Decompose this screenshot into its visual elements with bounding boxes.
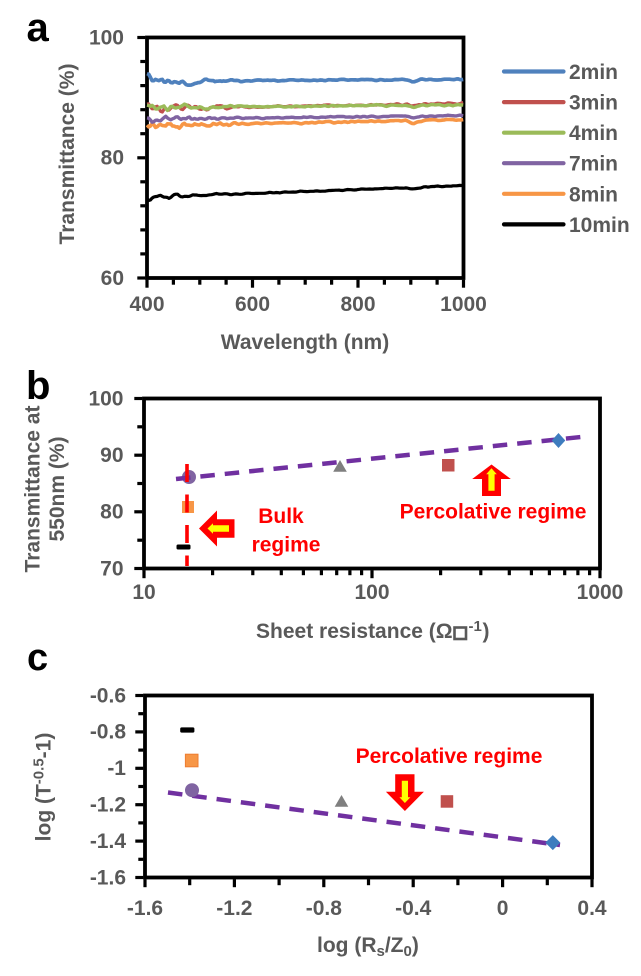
- svg-text:Wavelength (nm): Wavelength (nm): [221, 331, 389, 354]
- svg-text:60: 60: [101, 267, 124, 290]
- svg-text:100: 100: [89, 26, 124, 49]
- svg-text:-0.8: -0.8: [90, 721, 127, 744]
- svg-text:10min: 10min: [569, 214, 630, 237]
- svg-text:c: c: [27, 637, 48, 679]
- svg-text:90: 90: [100, 444, 123, 467]
- svg-text:100: 100: [88, 387, 123, 410]
- svg-text:-1: -1: [107, 757, 126, 780]
- svg-text:Sheet resistance (Ω: Sheet resistance (Ω: [256, 620, 453, 643]
- svg-text:100: 100: [354, 581, 389, 604]
- svg-text:Bulk: Bulk: [258, 505, 304, 528]
- svg-text:a: a: [27, 6, 50, 50]
- svg-text:b: b: [26, 364, 50, 408]
- svg-text:0: 0: [497, 897, 509, 920]
- svg-text:2min: 2min: [569, 61, 618, 84]
- svg-text:800: 800: [340, 293, 375, 316]
- svg-text:log (Rs/Z0): log (Rs/Z0): [317, 934, 419, 960]
- svg-text:-1.6: -1.6: [90, 866, 126, 889]
- svg-text:80: 80: [100, 501, 123, 524]
- svg-text:70: 70: [100, 557, 123, 580]
- svg-text:-1: -1: [469, 618, 482, 635]
- svg-text:-1.6: -1.6: [127, 897, 163, 920]
- svg-text:-1.2: -1.2: [90, 794, 126, 817]
- svg-text:log (T-0.5-1): log (T-0.5-1): [31, 733, 56, 842]
- svg-text:-0.8: -0.8: [306, 897, 343, 920]
- svg-text:1000: 1000: [577, 581, 624, 604]
- svg-text:550nm (%): 550nm (%): [46, 436, 69, 541]
- svg-text:-0.6: -0.6: [90, 684, 126, 707]
- svg-text:Transmittance (%): Transmittance (%): [56, 64, 79, 245]
- svg-text:0.4: 0.4: [577, 897, 607, 920]
- svg-text:Percolative regime: Percolative regime: [356, 745, 543, 768]
- svg-text:-1.4: -1.4: [90, 830, 127, 853]
- svg-text:-1.2: -1.2: [216, 897, 252, 920]
- svg-text:1000: 1000: [440, 293, 487, 316]
- svg-text:3min: 3min: [569, 92, 618, 115]
- svg-text:7min: 7min: [569, 153, 618, 176]
- svg-text:400: 400: [129, 293, 164, 316]
- svg-text:Transmittance at: Transmittance at: [22, 406, 45, 573]
- svg-text:600: 600: [235, 293, 270, 316]
- svg-text:-0.4: -0.4: [395, 897, 432, 920]
- svg-text:80: 80: [101, 147, 124, 170]
- svg-text:): ): [483, 620, 490, 643]
- svg-text:8min: 8min: [569, 183, 618, 206]
- svg-text:4min: 4min: [569, 122, 618, 145]
- svg-text:10: 10: [132, 581, 155, 604]
- svg-text:regime: regime: [252, 534, 321, 557]
- svg-text:Percolative regime: Percolative regime: [400, 501, 587, 524]
